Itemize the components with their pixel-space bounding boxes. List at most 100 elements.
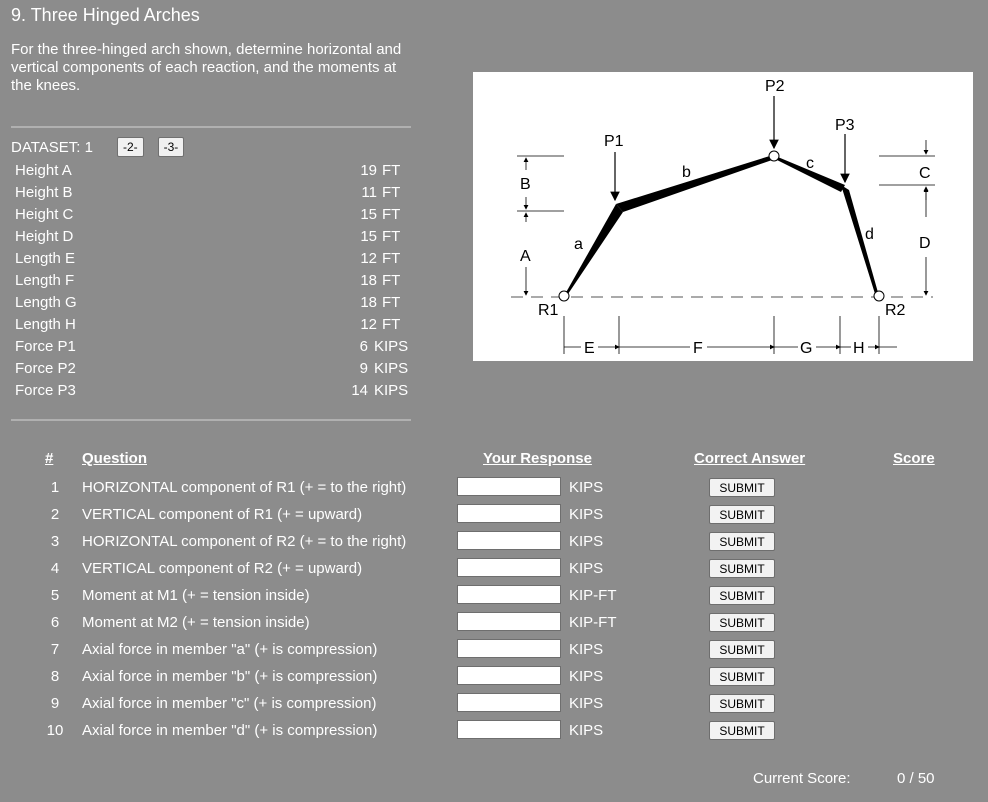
header-question: Question [82, 450, 148, 467]
response-unit: KIP-FT [569, 587, 617, 604]
page-title: 9. Three Hinged Arches [11, 5, 200, 25]
label-member-b: b [682, 164, 691, 181]
response-input[interactable] [457, 585, 561, 604]
member-a [564, 204, 623, 297]
problem-description: For the three-hinged arch shown, determi… [11, 41, 402, 94]
response-input[interactable] [457, 639, 561, 658]
parameter-value: 9 [359, 360, 368, 377]
question-number: 8 [50, 668, 60, 685]
arch-diagram: P1 P2 P3 a b c d A B C D E F G H R1 R2 [473, 72, 973, 361]
dataset-2-button[interactable]: -2- [116, 137, 144, 157]
table-row: 5 Moment at M1 (+ = tension inside) KIP-FT… [0, 583, 988, 610]
submit-button[interactable]: SUBMIT [709, 667, 775, 686]
member-c [773, 155, 845, 192]
parameter-unit: KIPS [374, 338, 409, 355]
response-input[interactable] [457, 558, 561, 577]
response-input[interactable] [457, 720, 561, 739]
response-input[interactable] [457, 531, 561, 550]
label-dim-h: H [853, 340, 865, 357]
parameter-value: 15 [360, 206, 377, 223]
table-row: 1 HORIZONTAL component of R1 (+ = to the … [0, 475, 988, 502]
parameter-value: 18 [360, 294, 377, 311]
parameter-row: Length E 12 FT [15, 248, 405, 270]
label-r1: R1 [538, 302, 559, 319]
question-number: 7 [50, 641, 60, 658]
parameter-row: Force P3 14 KIPS [15, 380, 408, 402]
question-text: Moment at M1 (+ = tension inside) [82, 587, 310, 604]
parameter-name: Height D [15, 228, 74, 245]
header-score: Score [893, 450, 935, 467]
parameter-value: 14 [351, 382, 368, 399]
submit-button[interactable]: SUBMIT [709, 559, 775, 578]
submit-button[interactable]: SUBMIT [709, 532, 775, 551]
dataset-3-button[interactable]: -3- [157, 137, 185, 157]
parameter-unit: FT [382, 206, 401, 223]
parameter-row: Length F 18 FT [15, 270, 405, 292]
parameter-value: 12 [360, 250, 377, 267]
parameter-value: 19 [360, 162, 377, 179]
response-input[interactable] [457, 504, 561, 523]
parameter-value: 18 [360, 272, 377, 289]
table-row: 4 VERTICAL component of R2 (+ = upward) KI… [0, 556, 988, 583]
parameter-name: Length E [15, 250, 76, 267]
submit-button[interactable]: SUBMIT [709, 505, 775, 524]
parameter-value: 6 [359, 338, 368, 355]
label-dim-g: G [800, 340, 812, 357]
label-member-a: a [574, 236, 583, 253]
question-number: 5 [50, 587, 60, 604]
parameter-list: Height A 19 FT Height B 11 FT Height C 15 FT Heig… [15, 160, 408, 402]
parameter-name: Force P3 [15, 382, 76, 399]
hinge-r2 [873, 290, 885, 302]
response-unit: KIP-FT [569, 614, 617, 631]
table-row: 3 HORIZONTAL component of R2 (+ = to the … [0, 529, 988, 556]
submit-button[interactable]: SUBMIT [709, 478, 775, 497]
question-text: Moment at M2 (+ = tension inside) [82, 614, 310, 631]
response-unit: KIPS [569, 641, 604, 658]
parameter-name: Height B [15, 184, 73, 201]
label-dim-d: D [919, 235, 931, 252]
label-p1: P1 [604, 133, 624, 150]
question-text: HORIZONTAL component of R1 (+ = to the r… [82, 479, 407, 496]
response-input[interactable] [457, 666, 561, 685]
hinge-crown [768, 150, 780, 162]
parameter-value: 12 [360, 316, 377, 333]
label-member-c: c [806, 155, 814, 172]
question-number: 6 [50, 614, 60, 631]
response-unit: KIPS [569, 533, 604, 550]
label-member-d: d [865, 226, 874, 243]
table-row: 2 VERTICAL component of R1 (+ = upward) KI… [0, 502, 988, 529]
response-unit: KIPS [569, 506, 604, 523]
parameter-name: Length G [15, 294, 77, 311]
parameter-row: Length H 12 FT [15, 314, 405, 336]
label-r2: R2 [885, 302, 906, 319]
parameter-name: Length H [15, 316, 76, 333]
question-number: 2 [50, 506, 60, 523]
dataset-selector: DATASET: 1 -2- -3- [11, 137, 185, 157]
parameter-row: Height A 19 FT [15, 160, 405, 182]
response-input[interactable] [457, 612, 561, 631]
label-p2: P2 [765, 78, 785, 95]
submit-button[interactable]: SUBMIT [709, 613, 775, 632]
divider-bottom [11, 419, 411, 421]
member-b [616, 155, 775, 212]
parameter-row: Height C 15 FT [15, 204, 405, 226]
parameter-name: Height C [15, 206, 74, 223]
submit-button[interactable]: SUBMIT [709, 586, 775, 605]
question-number: 3 [50, 533, 60, 550]
question-text: Axial force in member "c" (+ is compress… [82, 695, 377, 712]
parameter-unit: FT [382, 294, 401, 311]
response-unit: KIPS [569, 560, 604, 577]
current-score-value: 0 / 50 [897, 770, 935, 787]
response-input[interactable] [457, 477, 561, 496]
parameter-name: Height A [15, 162, 72, 179]
parameter-name: Force P2 [15, 360, 76, 377]
parameter-row: Length G 18 FT [15, 292, 405, 314]
parameter-unit: KIPS [374, 382, 409, 399]
parameter-value: 11 [361, 184, 377, 201]
table-row: 7 Axial force in member "a" (+ is compres… [0, 637, 988, 664]
submit-button[interactable]: SUBMIT [709, 721, 775, 740]
submit-button[interactable]: SUBMIT [709, 694, 775, 713]
response-input[interactable] [457, 693, 561, 712]
response-unit: KIPS [569, 695, 604, 712]
submit-button[interactable]: SUBMIT [709, 640, 775, 659]
